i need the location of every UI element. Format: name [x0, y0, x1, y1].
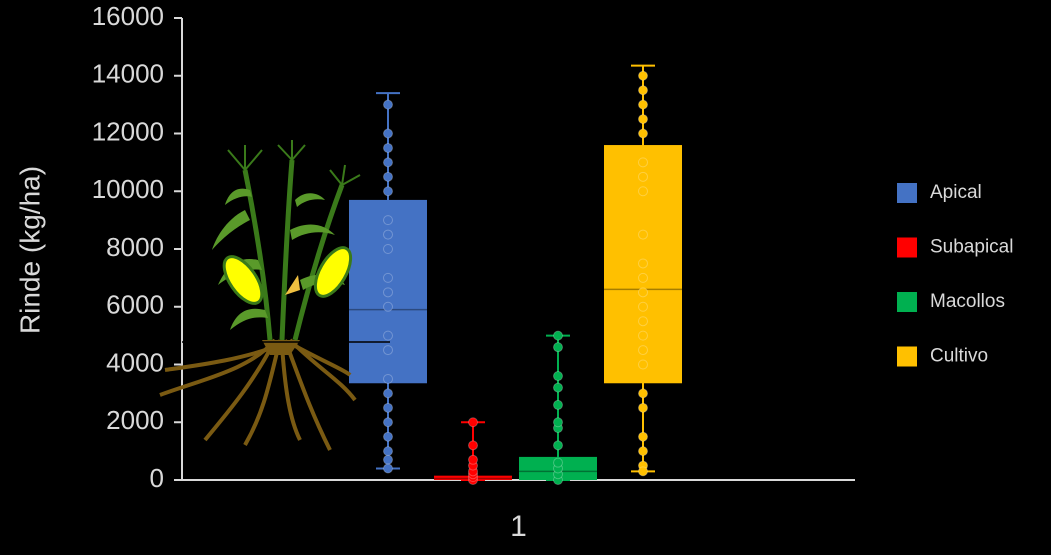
data-point: [639, 360, 648, 369]
data-point: [554, 372, 563, 381]
y-tick-label: 0: [150, 463, 164, 493]
y-tick-label: 2000: [106, 405, 164, 435]
data-point: [384, 100, 393, 109]
data-point: [384, 302, 393, 311]
y-tick-label: 16000: [92, 1, 164, 31]
legend-label: Subapical: [930, 237, 1013, 258]
data-point: [384, 403, 393, 412]
y-tick-label: 4000: [106, 347, 164, 377]
chart: Rinde (kg/ha) 0 2000 4000 6000 8000 10000 1200…: [0, 0, 1051, 555]
page: Rinde (kg/ha) 0 2000 4000 6000 8000 10000 1200…: [0, 0, 1051, 555]
data-point: [639, 302, 648, 311]
data-point: [384, 288, 393, 297]
y-axis-label: Rinde (kg/ha): [14, 166, 45, 334]
legend-swatch: [897, 347, 917, 367]
data-point: [384, 346, 393, 355]
data-point: [639, 230, 648, 239]
data-point: [554, 418, 563, 427]
data-point: [384, 418, 393, 427]
data-point: [384, 273, 393, 282]
data-point: [554, 458, 563, 467]
data-point: [639, 346, 648, 355]
data-point: [469, 441, 478, 450]
data-point: [639, 71, 648, 80]
data-point: [639, 273, 648, 282]
legend-swatch: [897, 292, 917, 312]
data-point: [384, 230, 393, 239]
data-point: [639, 467, 648, 476]
legend-swatch: [897, 183, 917, 203]
data-point: [384, 464, 393, 473]
data-point: [384, 216, 393, 225]
data-point: [384, 172, 393, 181]
data-point: [384, 158, 393, 167]
data-point: [384, 331, 393, 340]
data-point: [554, 343, 563, 352]
legend-label: Macollos: [930, 291, 1005, 312]
data-point: [384, 389, 393, 398]
data-point: [639, 432, 648, 441]
y-tick-label: 10000: [92, 174, 164, 204]
data-point: [384, 187, 393, 196]
data-point: [639, 86, 648, 95]
data-point: [384, 432, 393, 441]
data-point: [639, 187, 648, 196]
data-point: [639, 100, 648, 109]
y-tick-label: 6000: [106, 290, 164, 320]
data-point: [639, 403, 648, 412]
data-point: [469, 455, 478, 464]
data-point: [554, 400, 563, 409]
data-point: [554, 331, 563, 340]
data-point: [639, 389, 648, 398]
data-point: [384, 143, 393, 152]
data-point: [639, 172, 648, 181]
data-point: [384, 455, 393, 464]
data-point: [639, 115, 648, 124]
data-point: [639, 129, 648, 138]
data-point: [639, 158, 648, 167]
data-point: [554, 383, 563, 392]
data-point: [639, 259, 648, 268]
data-point: [639, 447, 648, 456]
data-point: [639, 331, 648, 340]
y-tick-label: 8000: [106, 232, 164, 262]
legend-swatch: [897, 238, 917, 258]
data-point: [554, 441, 563, 450]
data-point: [384, 129, 393, 138]
data-point: [384, 374, 393, 383]
x-tick-label: 1: [510, 510, 527, 543]
data-point: [469, 418, 478, 427]
legend-label: Cultivo: [930, 346, 988, 367]
y-tick-label: 12000: [92, 116, 164, 146]
data-point: [639, 317, 648, 326]
legend-label: Apical: [930, 182, 982, 203]
y-tick-label: 14000: [92, 59, 164, 89]
data-point: [384, 245, 393, 254]
data-point: [639, 288, 648, 297]
data-point: [384, 447, 393, 456]
